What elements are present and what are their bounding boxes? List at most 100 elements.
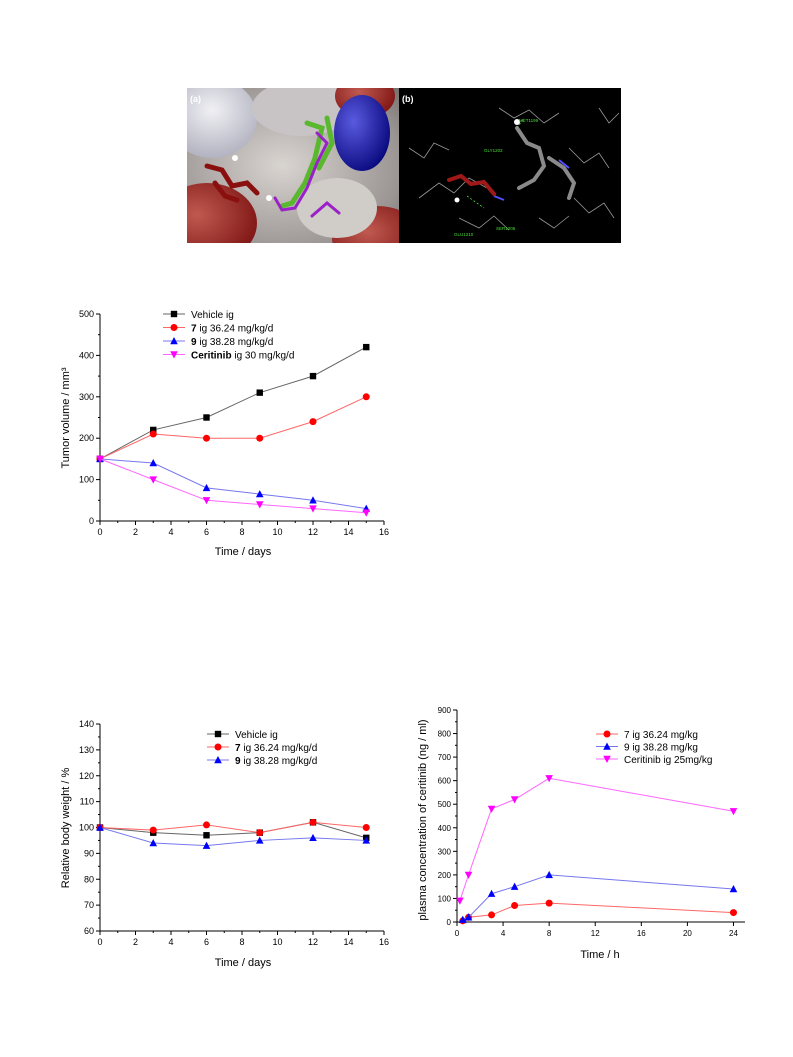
legend-marker <box>214 756 222 764</box>
legend-marker <box>170 351 178 359</box>
data-point <box>202 483 211 492</box>
legend-text: ig 36.24 mg/kg/d <box>197 324 274 335</box>
legend-text: Vehicle ig <box>191 310 234 321</box>
legend-entry: Ceritinib ig 25mg/kg <box>624 755 712 766</box>
x-tick-label: 4 <box>168 937 173 947</box>
plasma-concentration-chart: 0 4 8 12 16 20 24 0 100 200 300 400 500 600 700 800 900 7… <box>417 706 745 961</box>
legend-text: ig 38.28 mg/kg/d <box>241 756 318 767</box>
data-point <box>309 833 317 842</box>
legend-bold: 9 <box>191 337 197 348</box>
x-tick-label: 4 <box>501 929 506 938</box>
series-line <box>99 458 367 514</box>
x-tick-label: 16 <box>379 527 389 537</box>
x-tick-label: 0 <box>97 937 102 947</box>
data-point <box>309 418 317 426</box>
y-tick-label: 100 <box>79 823 94 833</box>
x-tick-label: 12 <box>591 929 600 938</box>
data-point <box>545 899 553 907</box>
data-point <box>203 434 210 442</box>
x-axis-label: Time / days <box>215 546 272 558</box>
data-point <box>545 870 553 879</box>
data-point <box>202 497 211 505</box>
residue-label: SER1206 <box>496 226 516 231</box>
series-line <box>99 458 367 510</box>
data-point <box>545 775 553 783</box>
x-tick-label: 8 <box>239 527 244 537</box>
y-tick-label: 100 <box>79 475 94 485</box>
data-point <box>309 505 317 513</box>
x-axis-label: Time / h <box>580 949 619 961</box>
y-tick-label: 800 <box>438 730 452 739</box>
legend-marker <box>170 310 178 318</box>
data-point <box>203 414 210 421</box>
residue-label: GLY1202 <box>484 148 503 153</box>
legend-entry: 7 ig 36.24 mg/kg/d <box>235 743 317 754</box>
x-tick-label: 8 <box>547 929 552 938</box>
y-tick-label: 300 <box>79 392 94 402</box>
x-tick-label: 14 <box>343 527 353 537</box>
x-tick-label: 6 <box>204 527 209 537</box>
x-tick-label: 0 <box>455 929 460 938</box>
data-point <box>510 796 519 804</box>
series-line <box>99 346 367 460</box>
docking-surface-image: (a) <box>187 88 399 243</box>
interaction-render: MET1199 GLY1202 GLU1210 SER1206 <box>399 88 621 243</box>
y-tick-label: 600 <box>438 777 452 786</box>
data-point <box>255 836 264 844</box>
data-point <box>510 882 519 890</box>
legend-bold: 9 <box>235 756 241 767</box>
legend-bold: Ceritinib <box>191 351 232 362</box>
data-point <box>363 343 370 351</box>
y-tick-label: 500 <box>79 309 94 319</box>
y-tick-label: 900 <box>438 706 452 715</box>
data-point <box>488 911 496 919</box>
data-point <box>149 839 158 847</box>
data-point <box>256 389 263 396</box>
legend-entry: 7 ig 36.24 mg/kg/d <box>191 324 273 335</box>
data-point <box>456 897 464 905</box>
legend-marker <box>603 755 611 763</box>
series-line <box>459 777 734 901</box>
y-tick-label: 100 <box>438 894 452 903</box>
legend-text: 7 ig 36.24 mg/kg <box>624 730 698 741</box>
y-tick-label: 200 <box>79 433 94 443</box>
legend-text: ig 36.24 mg/kg/d <box>241 743 318 754</box>
data-point <box>203 832 210 839</box>
legend-marker <box>170 337 178 345</box>
data-point <box>362 393 370 401</box>
x-tick-label: 10 <box>272 527 282 537</box>
data-point <box>256 829 264 837</box>
x-tick-label: 6 <box>204 937 209 947</box>
x-tick-label: 16 <box>637 929 646 938</box>
data-point <box>362 836 371 844</box>
legend-entry: 7 ig 36.24 mg/kg <box>624 730 698 741</box>
y-tick-label: 80 <box>84 874 94 884</box>
data-point <box>309 496 317 504</box>
data-point <box>96 823 104 831</box>
series-line <box>99 396 367 460</box>
y-tick-label: 90 <box>84 848 94 858</box>
y-tick-label: 110 <box>80 797 94 807</box>
legend-text: Ceritinib ig 25mg/kg <box>624 755 712 766</box>
data-point <box>487 889 496 897</box>
legend-text: 9 ig 38.28 mg/kg <box>624 743 698 754</box>
data-point <box>149 459 158 467</box>
x-axis-label: Time / days <box>215 957 272 969</box>
y-tick-label: 140 <box>79 719 94 729</box>
legend-marker <box>214 743 222 751</box>
x-tick-label: 12 <box>308 937 318 947</box>
legend-bold: 7 <box>191 324 197 335</box>
y-tick-label: 60 <box>84 926 94 936</box>
series-line <box>99 827 367 847</box>
x-tick-label: 2 <box>133 527 138 537</box>
x-tick-label: 10 <box>272 937 282 947</box>
y-axis-label: Tumor volume / mm³ <box>60 367 72 468</box>
residue-label: GLU1210 <box>454 232 474 237</box>
data-point <box>362 824 370 831</box>
y-tick-label: 400 <box>438 824 452 833</box>
series-line <box>99 821 367 839</box>
data-point <box>511 902 519 910</box>
y-tick-label: 200 <box>438 871 452 880</box>
y-axis-label: plasma concentration of ceritinib (ng / … <box>417 719 429 920</box>
tumor-volume-chart: 0 2 4 6 8 10 12 14 16 0 100 200 300 400 500 Vehicle ig 7… <box>60 309 389 558</box>
